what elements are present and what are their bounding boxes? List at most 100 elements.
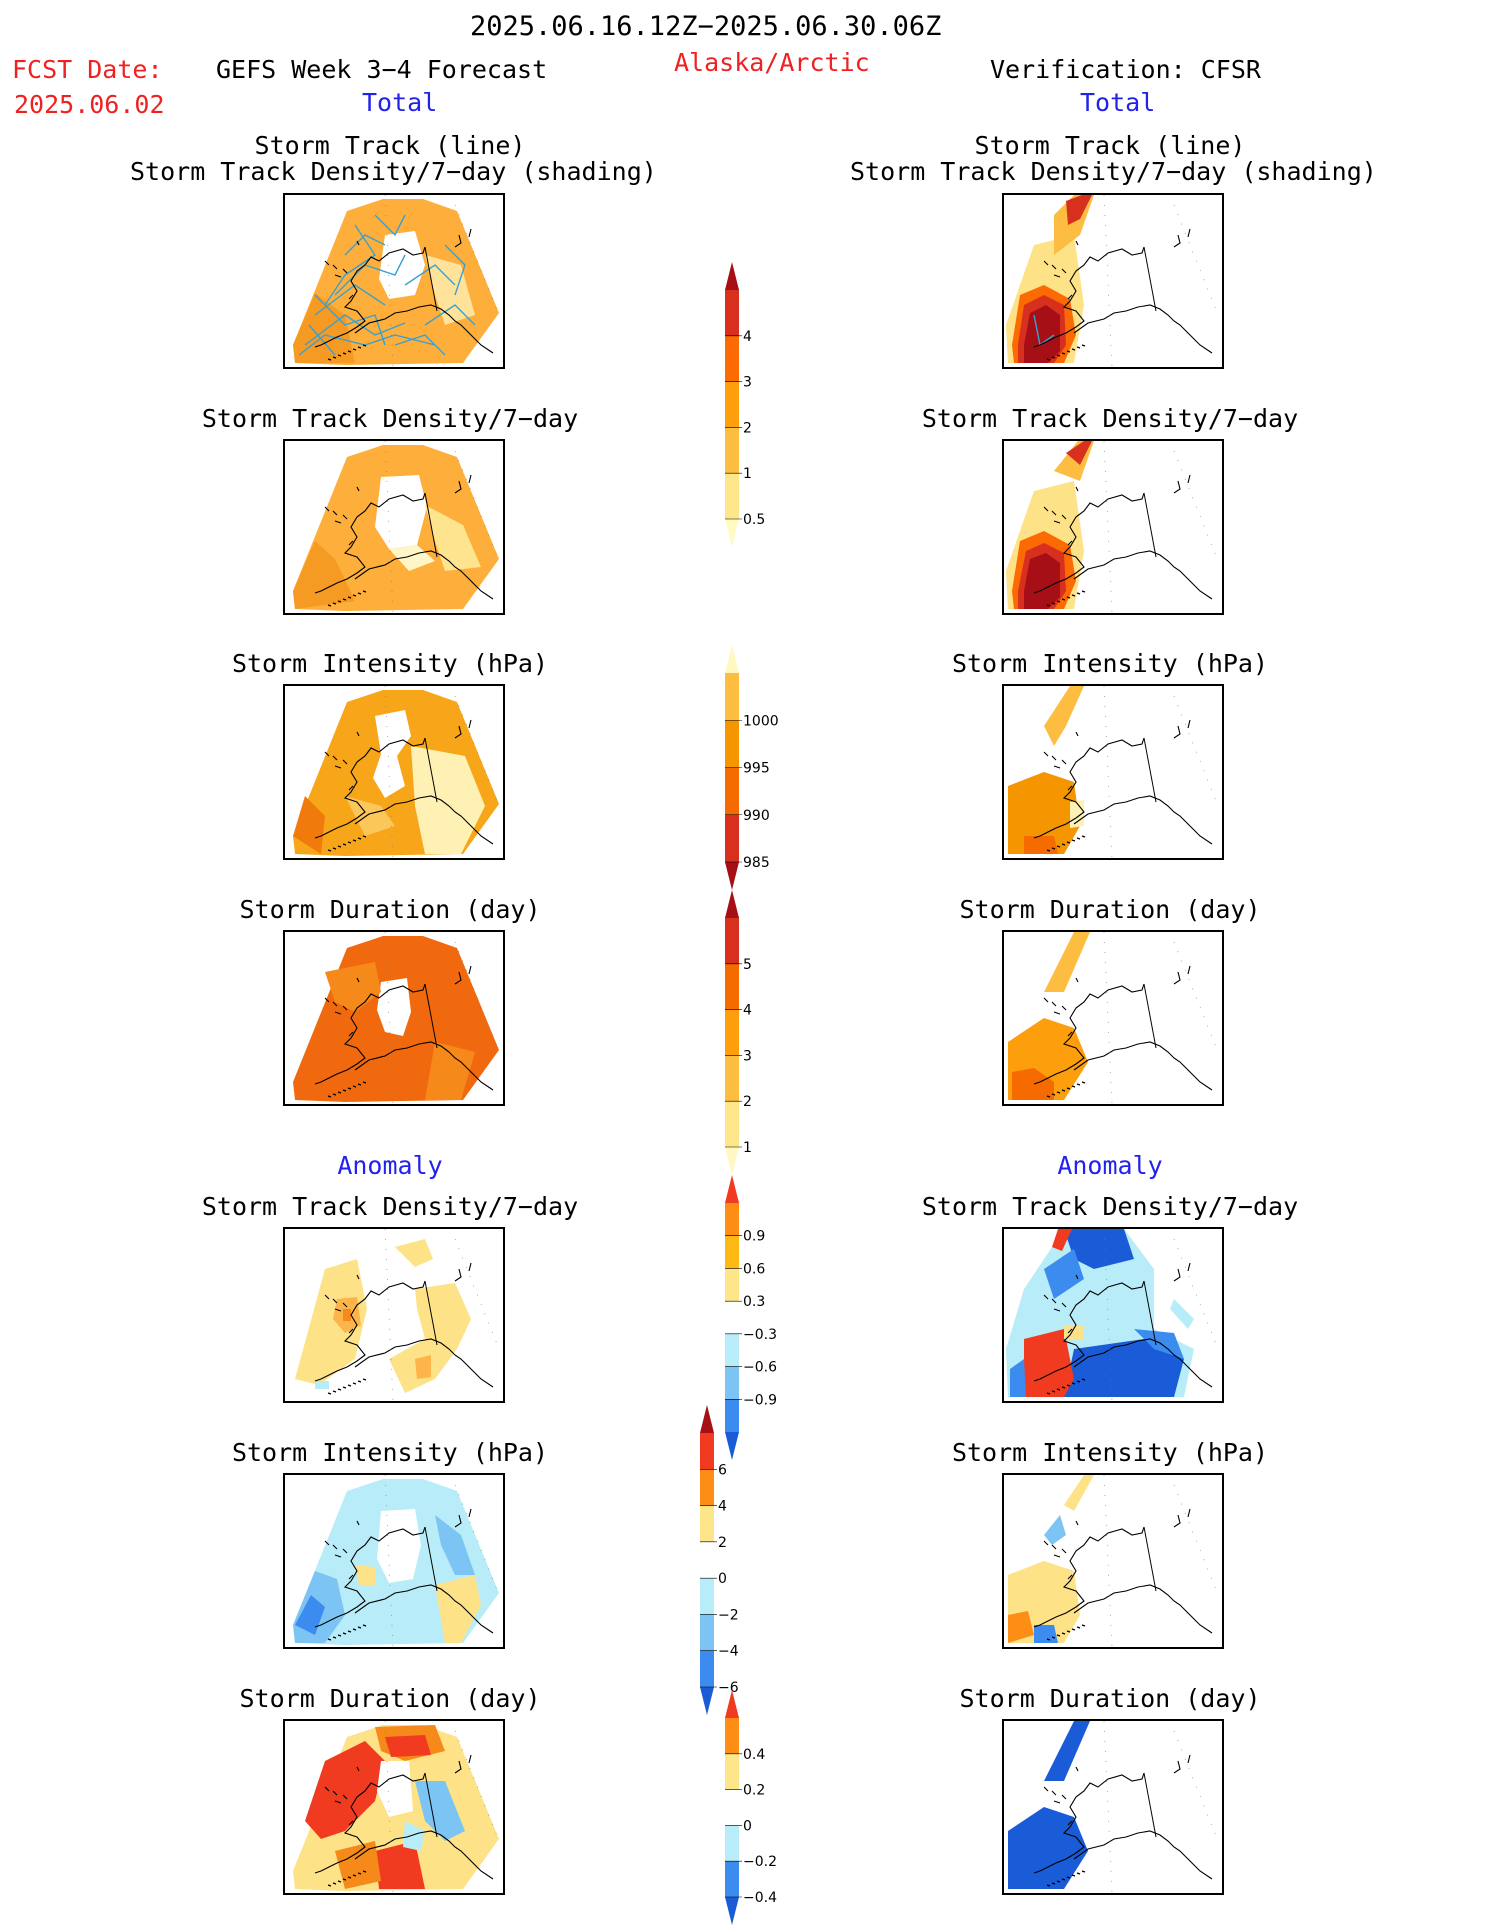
aleutian-island bbox=[1061, 1878, 1066, 1881]
colorbar-label: 3 bbox=[743, 375, 752, 391]
right-anomaly-label: Anomaly bbox=[1057, 1151, 1163, 1180]
aleutian-island bbox=[362, 590, 367, 593]
colorbar-label: 985 bbox=[743, 855, 770, 871]
border-line bbox=[1143, 1772, 1157, 1838]
colorbar-label: 990 bbox=[743, 808, 770, 824]
aleutian-island bbox=[1056, 354, 1061, 357]
shade-region bbox=[315, 1381, 329, 1389]
aleutian-island bbox=[327, 604, 332, 607]
storm-track-line bbox=[394, 334, 446, 356]
colorbar-segment bbox=[725, 1268, 739, 1302]
right-track-shading-title: Storm Track Density/7−day (shading) bbox=[850, 157, 1377, 186]
colorbar-bottom-arrow bbox=[725, 1147, 739, 1175]
islands bbox=[324, 474, 472, 546]
colorbar-label: 995 bbox=[743, 761, 770, 777]
aleutian-island bbox=[1061, 1632, 1066, 1635]
colorbar-anom-duration: 0.4 0.2 0 −0.2 −0.4 bbox=[725, 1690, 777, 1925]
aleutian-island bbox=[352, 839, 357, 842]
colorbar-top-arrow bbox=[725, 1690, 739, 1718]
no-storm-area bbox=[377, 1509, 421, 1583]
aleutian-island bbox=[1056, 1091, 1061, 1094]
aleutian-island bbox=[1081, 1870, 1086, 1873]
shade-region bbox=[1064, 1325, 1084, 1339]
map-right-duration bbox=[1002, 930, 1224, 1106]
aleutian-island bbox=[1051, 1636, 1056, 1639]
border-line bbox=[424, 983, 438, 1049]
left-anom-density-title: Storm Track Density/7−day bbox=[201, 1192, 579, 1221]
duration-shade bbox=[1044, 932, 1090, 992]
aleutian-island bbox=[1071, 348, 1076, 351]
aleutian-island bbox=[362, 835, 367, 838]
islands bbox=[1043, 1754, 1191, 1826]
colorbar-label: 2 bbox=[743, 420, 752, 436]
aleutian-island bbox=[342, 598, 347, 601]
colorbar-segment bbox=[725, 918, 739, 965]
aleutian-island bbox=[327, 1392, 332, 1395]
aleutian-island bbox=[1071, 1874, 1076, 1877]
aleutian-island bbox=[1081, 835, 1086, 838]
graticule bbox=[1103, 932, 1219, 1104]
date-range-title: 2025.06.16.12Z−2025.06.30.06Z bbox=[470, 11, 942, 42]
aleutian-island bbox=[1046, 1638, 1051, 1641]
colorbar-label: −0.2 bbox=[743, 1854, 777, 1870]
map-right-intensity bbox=[1002, 684, 1224, 860]
colorbar-label: 0.6 bbox=[743, 1261, 765, 1277]
aleutian-island bbox=[1076, 1380, 1081, 1383]
islands bbox=[1043, 965, 1191, 1037]
anomaly-shade bbox=[295, 1259, 367, 1385]
colorbar-segment bbox=[725, 1055, 739, 1102]
shade-region bbox=[1008, 1807, 1088, 1889]
storm-track-line bbox=[444, 244, 466, 296]
map-left-anom-density bbox=[283, 1227, 505, 1403]
shade-region bbox=[1044, 1515, 1066, 1545]
islands bbox=[1043, 228, 1191, 300]
colorbar-intensity: 1000995990985980 bbox=[725, 645, 779, 890]
low-density-area bbox=[375, 475, 427, 549]
colorbar-label: −0.3 bbox=[743, 1327, 777, 1343]
shade-region bbox=[375, 1841, 425, 1889]
colorbar-label: 2 bbox=[718, 1535, 727, 1551]
shade-region bbox=[1064, 1339, 1184, 1397]
colorbar-top-arrow bbox=[725, 890, 739, 918]
map-left-density bbox=[283, 439, 505, 615]
colorbar-label: 1 bbox=[743, 1140, 752, 1156]
shade-region bbox=[305, 1741, 385, 1839]
shade-region bbox=[355, 1565, 375, 1585]
aleutian-island bbox=[1076, 1872, 1081, 1875]
colorbar-segment bbox=[700, 1650, 714, 1688]
map-right-anom-intensity bbox=[1002, 1473, 1224, 1649]
aleutian-island bbox=[332, 1882, 337, 1885]
shade-region bbox=[435, 1575, 481, 1643]
aleutian-island bbox=[1046, 604, 1051, 607]
storm-track-line bbox=[344, 234, 386, 256]
map-left-track bbox=[283, 193, 505, 369]
aleutian-island bbox=[352, 1874, 357, 1877]
colorbar-top-arrow bbox=[725, 645, 739, 673]
storm-track-line bbox=[314, 294, 386, 346]
anomaly-shade bbox=[1044, 1721, 1090, 1781]
graticule bbox=[1103, 1721, 1219, 1893]
aleutian-island bbox=[332, 847, 337, 850]
shade-region bbox=[1066, 195, 1092, 225]
colorbar-segment bbox=[725, 1789, 739, 1826]
shade-region bbox=[389, 1283, 471, 1393]
islands bbox=[324, 228, 472, 300]
aleutian-island bbox=[332, 356, 337, 359]
aleutian-island bbox=[347, 1087, 352, 1090]
border-line bbox=[1143, 246, 1157, 312]
low-density-area bbox=[379, 231, 425, 299]
colorbar-label: 5 bbox=[743, 957, 752, 973]
aleutian-island bbox=[352, 594, 357, 597]
border-line bbox=[1143, 492, 1157, 558]
colorbar-bottom-arrow bbox=[725, 1897, 739, 1925]
colorbar-label: 4 bbox=[743, 329, 752, 345]
aleutian-island bbox=[1051, 602, 1056, 605]
map-left-anom-intensity bbox=[283, 1473, 505, 1649]
colorbar-segment bbox=[725, 1366, 739, 1400]
map-right-track bbox=[1002, 193, 1224, 369]
graticule bbox=[1103, 686, 1219, 858]
aleutian-island bbox=[327, 358, 332, 361]
aleutian-island bbox=[1066, 1630, 1071, 1633]
aleutian-island bbox=[1066, 1087, 1071, 1090]
colorbar-bottom-arrow bbox=[725, 862, 739, 890]
